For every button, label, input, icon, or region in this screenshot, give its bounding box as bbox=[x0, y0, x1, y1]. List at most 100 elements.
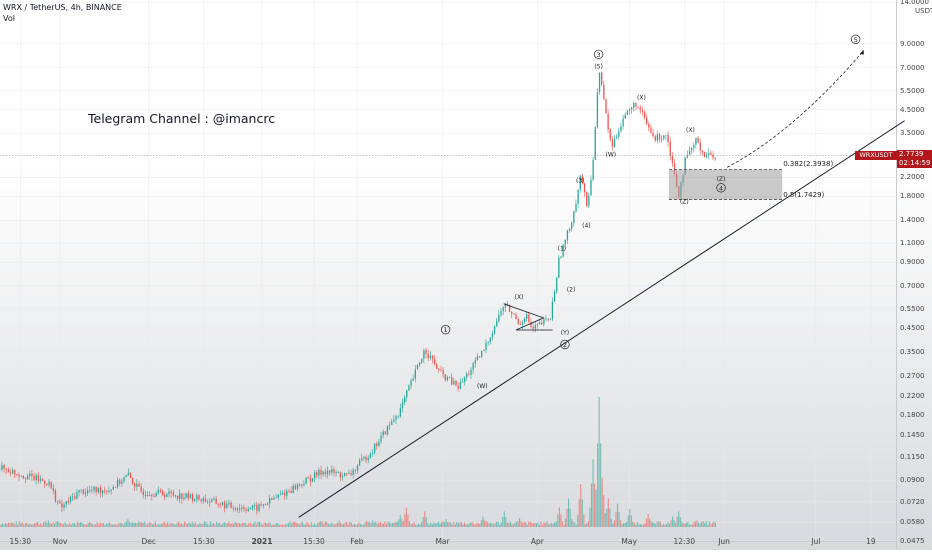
candle-body bbox=[691, 148, 692, 150]
volume-bar bbox=[579, 499, 580, 527]
candle-body bbox=[344, 473, 345, 476]
volume-bar bbox=[143, 523, 144, 527]
volume-bar bbox=[534, 523, 535, 527]
volume-bar bbox=[88, 523, 89, 527]
volume-bar bbox=[144, 522, 145, 527]
candle-body bbox=[301, 484, 302, 485]
volume-bar bbox=[560, 514, 561, 527]
volume-bar bbox=[210, 521, 211, 527]
candle-body bbox=[57, 501, 58, 502]
volume-bar bbox=[459, 522, 460, 527]
price-tick-label: 0.0475 bbox=[900, 537, 925, 545]
candle-body bbox=[481, 351, 482, 357]
volume-bar bbox=[475, 525, 476, 527]
volume-bar bbox=[97, 522, 98, 527]
candle-body bbox=[393, 420, 394, 422]
volume-bar bbox=[250, 523, 251, 527]
candle-body bbox=[567, 231, 568, 240]
volume-bar bbox=[481, 520, 482, 527]
volume-bar bbox=[244, 523, 245, 527]
volume-bar bbox=[163, 523, 164, 527]
volume-bar bbox=[129, 522, 130, 527]
volume-bar bbox=[527, 525, 528, 527]
volume-bar bbox=[401, 519, 402, 527]
volume-bar bbox=[638, 524, 639, 527]
candle-body bbox=[659, 134, 660, 139]
candle-body bbox=[14, 470, 15, 474]
candle-body bbox=[314, 472, 315, 478]
volume-bar bbox=[525, 522, 526, 527]
volume-bar bbox=[43, 522, 44, 527]
candle-body bbox=[438, 369, 439, 370]
volume-bar bbox=[427, 523, 428, 527]
candle-body bbox=[558, 258, 559, 278]
volume-bar bbox=[153, 524, 154, 527]
volume-bar bbox=[309, 525, 310, 527]
candle-body bbox=[153, 496, 154, 497]
volume-bar bbox=[253, 523, 254, 527]
candle-body bbox=[318, 470, 319, 476]
volume-bar bbox=[680, 517, 681, 527]
candle-body bbox=[359, 460, 360, 465]
candle-body bbox=[453, 381, 454, 385]
volume-bar bbox=[599, 397, 600, 527]
candle-body bbox=[443, 370, 444, 374]
candle-body bbox=[29, 474, 30, 476]
volume-bar bbox=[420, 525, 421, 527]
candle-body bbox=[535, 325, 536, 328]
candle-body bbox=[21, 476, 22, 477]
volume-bar bbox=[34, 523, 35, 527]
candle-body bbox=[406, 390, 407, 397]
volume-bar bbox=[701, 522, 702, 527]
wave-label: 1 bbox=[444, 326, 448, 334]
wave-label: (2) bbox=[567, 287, 576, 294]
candle-body bbox=[447, 377, 448, 380]
candle-body bbox=[515, 315, 516, 320]
volume-bar bbox=[516, 522, 517, 527]
volume-bar bbox=[115, 524, 116, 527]
candle-body bbox=[402, 402, 403, 408]
volume-bar bbox=[498, 522, 499, 527]
volume-indicator-label: Vol bbox=[3, 14, 15, 23]
volume-bar bbox=[155, 521, 156, 527]
candle-body bbox=[1, 465, 2, 469]
candle-body bbox=[93, 487, 94, 490]
volume-bar bbox=[375, 521, 376, 527]
volume-bar bbox=[707, 525, 708, 527]
candle-body bbox=[715, 158, 716, 159]
volume-bar bbox=[147, 523, 148, 527]
candle-body bbox=[209, 502, 210, 503]
volume-bar bbox=[85, 524, 86, 527]
volume-bar bbox=[566, 509, 567, 527]
candle-body bbox=[522, 322, 523, 324]
volume-bar bbox=[568, 498, 569, 527]
candle-body bbox=[494, 327, 495, 334]
wave-label: (X) bbox=[637, 95, 646, 102]
volume-bar bbox=[508, 523, 509, 527]
candle-body bbox=[640, 107, 641, 110]
candle-body bbox=[355, 470, 356, 471]
candle-body bbox=[121, 481, 122, 483]
candle-body bbox=[171, 491, 172, 492]
volume-bar bbox=[700, 524, 701, 527]
candle-body bbox=[200, 499, 201, 501]
candle-body bbox=[78, 490, 79, 493]
candle-body bbox=[48, 482, 49, 485]
time-tick-label: 19 bbox=[866, 537, 876, 546]
candle-body bbox=[419, 363, 420, 365]
volume-bar bbox=[320, 521, 321, 527]
volume-bar bbox=[556, 521, 557, 527]
volume-bar bbox=[657, 521, 658, 527]
volume-bar bbox=[346, 522, 347, 527]
ticker-badge: WRXUSDT bbox=[855, 151, 897, 160]
volume-bar bbox=[290, 522, 291, 527]
wave-label: (5) bbox=[594, 63, 603, 70]
volume-bar bbox=[317, 523, 318, 527]
volume-bar bbox=[378, 522, 379, 527]
candle-body bbox=[597, 92, 598, 127]
candle-body bbox=[708, 153, 709, 155]
candle-body bbox=[91, 490, 92, 491]
volume-bar bbox=[452, 525, 453, 527]
